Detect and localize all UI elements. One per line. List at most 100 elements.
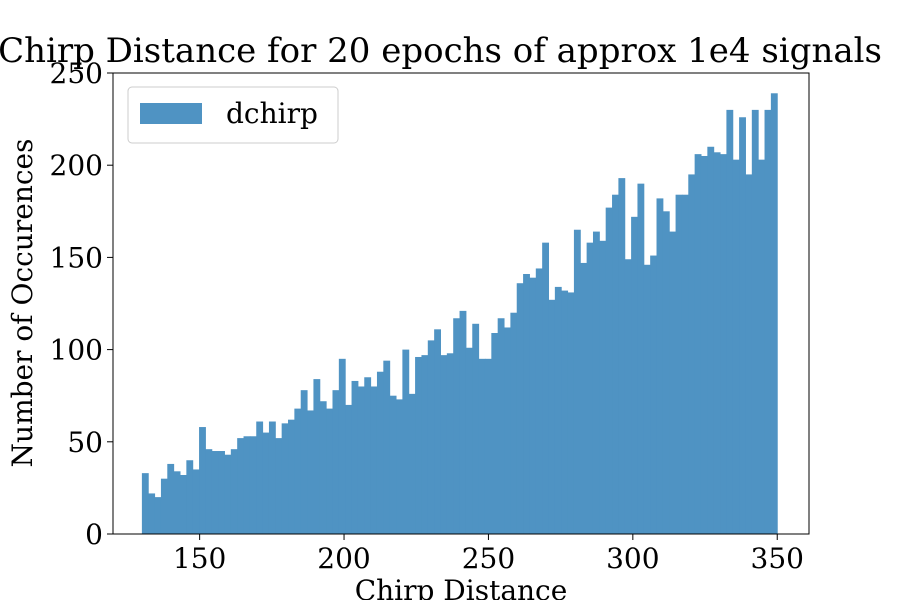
histogram-bar xyxy=(656,198,664,534)
histogram-bar xyxy=(592,231,600,535)
histogram-bar xyxy=(243,436,251,534)
y-axis-label: Number of Occurences xyxy=(6,139,39,468)
x-ticks-group: 150 200 250 300 350 xyxy=(173,534,804,575)
histogram-bar xyxy=(364,377,372,534)
histogram-bar xyxy=(218,451,225,534)
histogram-bar xyxy=(281,423,289,534)
histogram-bar xyxy=(650,255,658,534)
histogram-bar xyxy=(707,146,715,534)
histogram-bar xyxy=(681,194,689,535)
histogram-bar xyxy=(237,438,245,534)
histogram-bar xyxy=(141,473,149,534)
histogram-bar xyxy=(402,349,410,534)
histogram-bar xyxy=(669,231,677,535)
histogram-bar xyxy=(561,290,569,534)
histogram-bar xyxy=(446,353,454,534)
histogram-bar xyxy=(453,318,461,534)
histogram-bar xyxy=(631,216,638,534)
x-tick-label: 150 xyxy=(173,542,226,575)
histogram-bar xyxy=(180,474,187,534)
histogram-bar xyxy=(599,240,607,534)
histogram-bar xyxy=(459,310,467,534)
histogram-bar xyxy=(542,242,550,534)
histogram-bar xyxy=(256,421,264,534)
histogram-bar xyxy=(516,283,524,534)
histogram-bar xyxy=(313,379,321,534)
histogram-bar xyxy=(758,159,766,534)
histogram-bar xyxy=(249,436,257,534)
y-tick-label: 250 xyxy=(50,57,103,90)
histogram-bar xyxy=(389,395,397,534)
legend-frame xyxy=(127,86,339,144)
histogram-bar xyxy=(167,463,175,534)
histogram-bar xyxy=(421,355,429,534)
histogram-bar xyxy=(345,404,353,534)
histogram-bar xyxy=(230,449,238,534)
histogram-bar xyxy=(523,273,530,534)
histogram-bar xyxy=(535,268,543,534)
x-tick-label: 300 xyxy=(606,542,659,575)
histogram-bar xyxy=(745,174,753,535)
plot-frame xyxy=(112,72,810,535)
histogram-bar xyxy=(440,355,448,534)
histogram-bar xyxy=(472,323,480,534)
histogram-bar xyxy=(262,432,270,534)
legend-label: dchirp xyxy=(226,97,318,130)
histogram-bar xyxy=(173,471,181,534)
histogram-bar xyxy=(478,358,486,534)
y-tick-label: 50 xyxy=(67,426,103,459)
histogram-bar xyxy=(211,451,219,534)
histogram-bar xyxy=(376,371,384,534)
legend: dchirp xyxy=(127,86,339,144)
histogram-bar xyxy=(586,242,594,534)
histogram-bar xyxy=(643,264,651,534)
y-tick-label: 0 xyxy=(85,518,103,551)
histogram-bar xyxy=(326,408,333,534)
histogram-bar xyxy=(567,292,575,534)
histogram-bar xyxy=(612,194,619,535)
histogram-bar xyxy=(751,109,759,534)
histogram-bar xyxy=(491,333,499,534)
histogram-bar xyxy=(332,390,340,534)
x-tick-label: 250 xyxy=(462,542,515,575)
histogram-bar xyxy=(739,117,746,535)
histogram-bar xyxy=(732,159,740,534)
histogram-bar xyxy=(351,380,359,534)
histogram-bar xyxy=(510,312,518,534)
histogram-bar xyxy=(300,390,308,534)
histogram-bar xyxy=(338,358,346,534)
histogram-bar xyxy=(618,178,626,534)
histogram-bar xyxy=(662,211,670,535)
x-tick-label: 350 xyxy=(751,542,804,575)
histogram-bar xyxy=(726,109,734,534)
histogram-bar xyxy=(675,194,683,535)
histogram-bar xyxy=(694,154,702,535)
histogram-bar xyxy=(688,174,696,535)
histogram-bar xyxy=(224,454,232,534)
histogram-bar xyxy=(294,408,302,534)
histogram-bar xyxy=(497,318,505,534)
y-tick-label: 100 xyxy=(50,334,103,367)
x-axis-label: Chirp Distance xyxy=(355,574,568,600)
histogram-bar xyxy=(700,155,708,535)
histogram-bar xyxy=(268,421,276,534)
y-tick-label: 200 xyxy=(50,149,103,182)
histogram-bar xyxy=(427,340,435,534)
chart-title: Chirp Distance for 20 epochs of approx 1… xyxy=(0,31,882,71)
histogram-bar xyxy=(319,401,327,534)
histogram-bar xyxy=(770,93,778,534)
histogram-bar xyxy=(720,154,727,535)
histogram-bar xyxy=(554,286,562,534)
histogram-bar xyxy=(434,329,441,534)
histogram-bar xyxy=(408,393,416,534)
y-tick-label: 150 xyxy=(50,241,103,274)
histogram-bar xyxy=(396,399,403,534)
histogram-bar xyxy=(148,493,156,534)
histogram-bar xyxy=(186,460,194,534)
x-tick-label: 200 xyxy=(317,542,370,575)
histogram-bar xyxy=(484,358,492,534)
histogram-bar xyxy=(548,299,556,534)
bars-group xyxy=(141,93,778,535)
histogram-bar xyxy=(160,478,168,534)
histogram-bar xyxy=(764,109,772,534)
